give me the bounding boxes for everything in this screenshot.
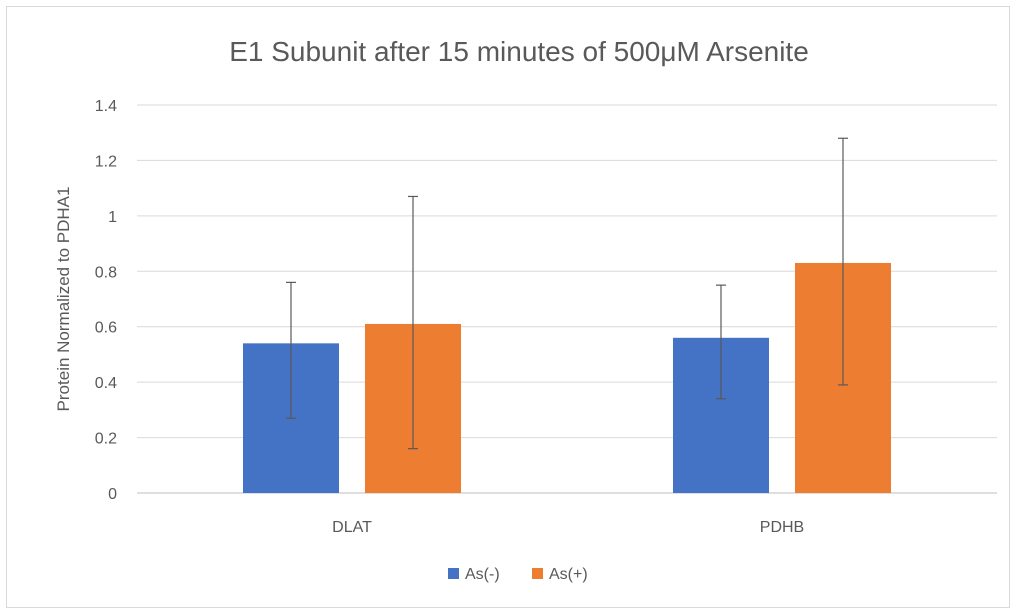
y-axis-label: Protein Normalized to PDHA1 <box>54 187 73 412</box>
legend-swatch <box>532 568 543 579</box>
y-tick-label: 0.2 <box>95 431 117 448</box>
bars <box>243 262 891 493</box>
chart-title: E1 Subunit after 15 minutes of 500μM Ars… <box>229 36 809 67</box>
legend-label: As(+) <box>549 566 588 583</box>
legend-swatch <box>448 568 459 579</box>
chart-frame: E1 Subunit after 15 minutes of 500μM Ars… <box>6 6 1010 608</box>
y-tick-label: 0.6 <box>95 320 117 337</box>
x-tick-label: DLAT <box>332 519 372 536</box>
y-tick-label: 1 <box>108 209 117 226</box>
y-tick-label: 0 <box>108 486 117 503</box>
x-tick-labels: DLAT PDHB <box>332 519 804 536</box>
x-tick-label: PDHB <box>760 519 804 536</box>
legend-label: As(-) <box>465 566 500 583</box>
chart-svg: E1 Subunit after 15 minutes of 500μM Ars… <box>54 36 997 583</box>
y-tick-label: 1.4 <box>95 98 117 115</box>
legend: As(-) As(+) <box>448 566 588 583</box>
y-tick-labels: 0 0.2 0.4 0.6 0.8 1 1.2 1.4 <box>95 98 117 503</box>
y-tick-label: 0.4 <box>95 375 117 392</box>
error-bars <box>286 137 848 450</box>
y-tick-label: 1.2 <box>95 153 117 170</box>
y-tick-label: 0.8 <box>95 264 117 281</box>
